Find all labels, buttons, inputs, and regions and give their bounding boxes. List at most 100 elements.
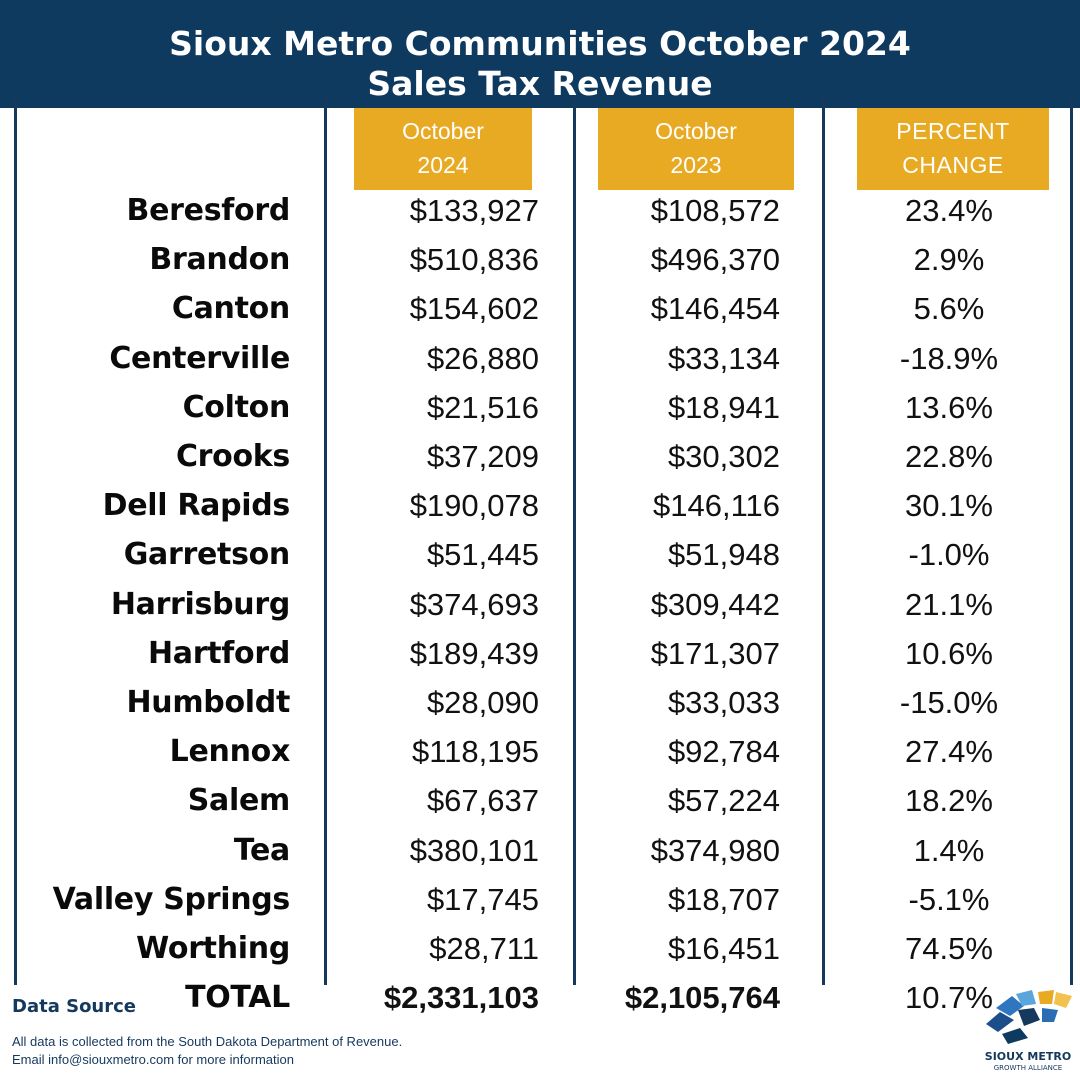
community-name: Lennox <box>169 734 291 770</box>
total-row: TOTAL $2,331,103 $2,105,764 10.7% <box>0 973 1080 1022</box>
value-oct-2024: $190,078 <box>409 488 539 524</box>
community-name: Worthing <box>136 931 290 966</box>
column-header-line: October <box>402 118 484 144</box>
table-row: Humboldt $28,090 $33,033 -15.0% <box>0 678 1080 727</box>
value-oct-2023: $18,707 <box>667 881 780 917</box>
percent-change: 10.7% <box>905 980 993 1016</box>
community-name: TOTAL <box>185 980 290 1016</box>
value-oct-2024: $51,445 <box>426 537 539 573</box>
percent-change: -18.9% <box>899 340 999 376</box>
title-banner: Sioux Metro Communities October 2024 Sal… <box>0 0 1080 108</box>
table-row: Crooks $37,209 $30,302 22.8% <box>0 432 1080 481</box>
value-oct-2023: $496,370 <box>650 242 780 278</box>
value-oct-2024: $28,090 <box>426 685 539 720</box>
value-oct-2023: $2,105,764 <box>624 980 780 1016</box>
value-oct-2023: $33,033 <box>667 685 780 720</box>
table-row: Hartford $189,439 $171,307 10.6% <box>0 629 1080 678</box>
value-oct-2024: $17,745 <box>426 881 539 917</box>
value-oct-2024: $26,880 <box>426 340 539 376</box>
value-oct-2023: $309,442 <box>650 586 780 622</box>
value-oct-2023: $374,980 <box>650 832 780 868</box>
value-oct-2023: $108,572 <box>650 193 780 228</box>
community-name: Crooks <box>175 439 290 474</box>
contact-line: Email info@siouxmetro.com for more infor… <box>12 1052 294 1067</box>
community-name: Garretson <box>123 537 291 573</box>
value-oct-2023: $51,948 <box>667 537 780 573</box>
title-line-2: Sales Tax Revenue <box>367 64 713 103</box>
table-row: Worthing $28,711 $16,451 74.5% <box>0 924 1080 973</box>
logo-subtext: GROWTH ALLIANCE <box>993 1064 1063 1072</box>
title-line-1: Sioux Metro Communities October 2024 <box>169 24 911 63</box>
percent-change: 2.9% <box>913 242 985 278</box>
percent-change: 30.1% <box>905 488 993 524</box>
community-name: Salem <box>187 783 291 819</box>
percent-change: 1.4% <box>913 832 985 868</box>
community-name: Tea <box>233 832 290 868</box>
value-oct-2024: $37,209 <box>426 439 539 474</box>
percent-change: -5.1% <box>908 881 990 917</box>
column-header-line: October <box>655 118 737 144</box>
table-row: Centerville $26,880 $33,134 -18.9% <box>0 334 1080 383</box>
percent-change: 10.6% <box>905 635 993 671</box>
logo-text: SIOUX METRO <box>984 1050 1072 1063</box>
community-name: Beresford <box>126 193 291 228</box>
divider-line <box>324 95 327 985</box>
community-name: Canton <box>171 291 290 327</box>
percent-change: 21.1% <box>905 586 993 622</box>
column-header-line: PERCENT <box>896 118 1010 144</box>
value-oct-2024: $154,602 <box>409 291 539 327</box>
community-name: Colton <box>182 389 291 425</box>
divider-line <box>1070 95 1073 985</box>
percent-change: 22.8% <box>905 439 993 474</box>
table-row: Valley Springs $17,745 $18,707 -5.1% <box>0 875 1080 924</box>
percent-change: -1.0% <box>908 537 990 573</box>
value-oct-2023: $16,451 <box>667 931 780 966</box>
column-header-oct-2023: October 2023 <box>598 108 794 190</box>
community-name: Dell Rapids <box>102 488 291 524</box>
community-name: Centerville <box>109 340 290 376</box>
value-oct-2024: $510,836 <box>409 242 539 278</box>
community-name: Hartford <box>147 635 290 671</box>
divider-line <box>14 95 17 985</box>
percent-change: 23.4% <box>905 193 993 228</box>
value-oct-2023: $30,302 <box>667 439 780 474</box>
value-oct-2023: $146,454 <box>650 291 780 327</box>
percent-change: -15.0% <box>899 685 999 720</box>
table-row: Dell Rapids $190,078 $146,116 30.1% <box>0 481 1080 530</box>
value-oct-2024: $67,637 <box>426 783 539 819</box>
percent-change: 18.2% <box>905 783 993 819</box>
table-row: Colton $21,516 $18,941 13.6% <box>0 383 1080 432</box>
value-oct-2024: $2,331,103 <box>383 980 539 1016</box>
value-oct-2023: $146,116 <box>653 488 780 524</box>
column-header-percent-change: PERCENT CHANGE <box>857 108 1049 190</box>
percent-change: 74.5% <box>905 931 993 966</box>
table-row: Salem $67,637 $57,224 18.2% <box>0 776 1080 825</box>
value-oct-2023: $18,941 <box>667 389 780 425</box>
community-name: Valley Springs <box>52 881 291 917</box>
table-row: Tea $380,101 $374,980 1.4% <box>0 826 1080 875</box>
value-oct-2023: $57,224 <box>667 783 780 819</box>
table-row: Harrisburg $374,693 $309,442 21.1% <box>0 580 1080 629</box>
percent-change: 27.4% <box>905 734 993 770</box>
value-oct-2024: $133,927 <box>409 193 539 228</box>
value-oct-2023: $92,784 <box>667 734 780 770</box>
sioux-metro-logo: SIOUX METRO GROWTH ALLIANCE <box>980 986 1076 1080</box>
table-row: Garretson $51,445 $51,948 -1.0% <box>0 530 1080 579</box>
data-source-title: Data Source <box>12 996 137 1017</box>
divider-line <box>822 95 825 985</box>
logo-mark-icon <box>986 990 1072 1044</box>
table-row: Beresford $133,927 $108,572 23.4% <box>0 186 1080 235</box>
value-oct-2024: $21,516 <box>426 389 539 425</box>
percent-change: 13.6% <box>905 389 993 425</box>
table-row: Lennox $118,195 $92,784 27.4% <box>0 727 1080 776</box>
value-oct-2024: $380,101 <box>409 832 539 868</box>
value-oct-2024: $118,195 <box>412 734 539 770</box>
column-header-oct-2024: October 2024 <box>354 108 532 190</box>
community-name: Brandon <box>149 242 290 278</box>
value-oct-2024: $189,439 <box>409 635 539 671</box>
community-name: Humboldt <box>126 685 290 720</box>
table-row: Canton $154,602 $146,454 5.6% <box>0 284 1080 333</box>
value-oct-2023: $171,307 <box>650 635 780 671</box>
percent-change: 5.6% <box>913 291 985 327</box>
value-oct-2024: $28,711 <box>429 931 539 966</box>
